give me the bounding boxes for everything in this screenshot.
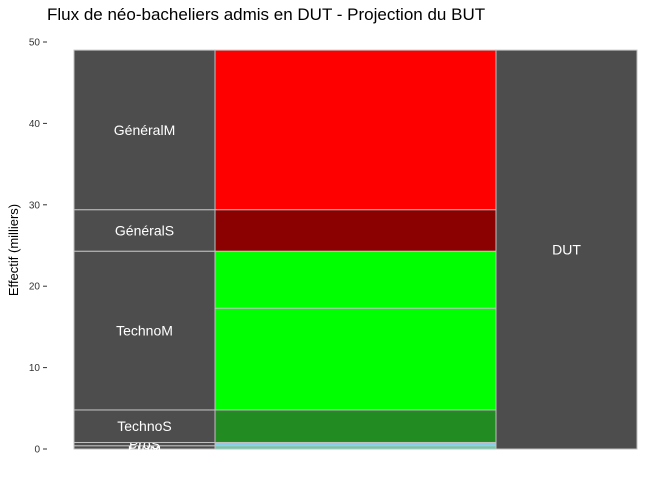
y-tick-label: 50 (29, 38, 41, 49)
y-axis: 0 10 20 30 40 50 (29, 38, 47, 456)
chart-title: Flux de néo-bacheliers admis en DUT - Pr… (47, 5, 485, 24)
stratum-box (73, 209, 216, 252)
flow-band (214, 209, 497, 252)
stratum-box (73, 49, 216, 211)
y-axis-label: Effectif (milliers) (6, 204, 21, 296)
flow-band (214, 409, 497, 443)
stratum-box (73, 409, 216, 443)
flow-band (214, 49, 497, 211)
flows (214, 49, 497, 450)
flow-band (214, 250, 497, 309)
y-tick-label: 10 (29, 363, 41, 374)
stratum-label: TechnoS (117, 418, 171, 434)
stratum-label: DUT (552, 242, 581, 258)
y-tick-label: 30 (29, 200, 41, 211)
stratum-label: GénéralM (114, 122, 175, 138)
y-tick-label: 0 (34, 445, 40, 456)
stratum-box (495, 49, 638, 450)
stratum-box (73, 250, 216, 411)
y-tick-label: 40 (29, 119, 41, 130)
stratum-label: TechnoM (116, 323, 173, 339)
right-axis-strata: DUT (495, 49, 638, 450)
stratum-label: GénéralS (115, 222, 174, 238)
flow-band (214, 307, 497, 411)
y-tick-label: 20 (29, 282, 41, 293)
